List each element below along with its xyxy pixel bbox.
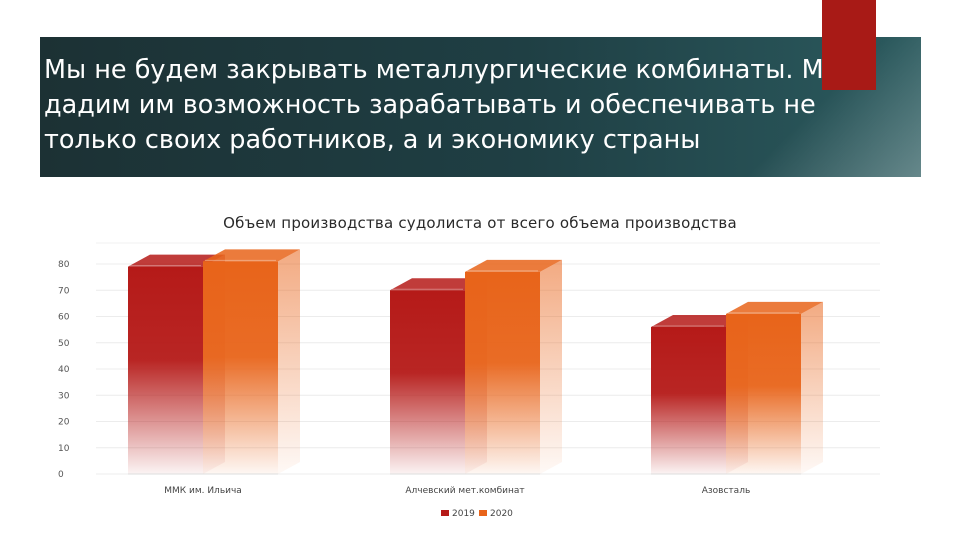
banner-highlight (671, 37, 921, 177)
y-tick-label: 10 (58, 444, 70, 454)
chart-title: Объем производства судолиста от всего об… (223, 214, 737, 232)
x-tick-label: Алчевский мет.комбинат (405, 486, 524, 496)
bar-side (540, 259, 562, 474)
accent-bar (822, 0, 876, 90)
y-tick-label: 0 (58, 470, 64, 480)
slide-title: Мы не будем закрывать металлургические к… (44, 55, 844, 155)
bar-front (128, 266, 203, 474)
y-tick-label: 80 (58, 260, 70, 270)
bar-top (651, 315, 748, 327)
bar-side (801, 301, 823, 474)
bar-top (726, 301, 823, 314)
bar-front (390, 290, 465, 474)
bar-2020-3 (726, 301, 823, 474)
legend-label: 2020 (490, 509, 513, 519)
bar-2020-2 (465, 259, 562, 474)
legend-swatch (441, 510, 449, 516)
bar-top (465, 259, 562, 272)
y-axis: 0 10 20 30 40 50 60 70 80 (58, 260, 70, 480)
y-tick-label: 70 (58, 286, 70, 296)
legend-label: 2019 (452, 509, 475, 519)
bar-top (128, 254, 225, 267)
bar-front (726, 313, 801, 474)
x-tick-label: Азовсталь (702, 486, 751, 496)
legend-swatch (479, 510, 487, 516)
x-tick-label: ММК им. Ильича (164, 486, 242, 496)
y-tick-label: 60 (58, 313, 70, 323)
bar-front (203, 261, 278, 474)
legend: 2019 2020 (441, 509, 513, 519)
title-banner: Мы не будем закрывать металлургические к… (40, 37, 921, 177)
bar-top (203, 249, 300, 262)
bar-side (278, 249, 300, 474)
bar-front (465, 271, 540, 474)
bar-2020-1 (203, 249, 300, 474)
y-tick-label: 30 (58, 391, 70, 401)
y-tick-label: 50 (58, 339, 70, 349)
y-tick-label: 40 (58, 365, 70, 375)
y-tick-label: 20 (58, 418, 70, 428)
bar-front (651, 327, 726, 474)
bar-top (390, 278, 487, 291)
